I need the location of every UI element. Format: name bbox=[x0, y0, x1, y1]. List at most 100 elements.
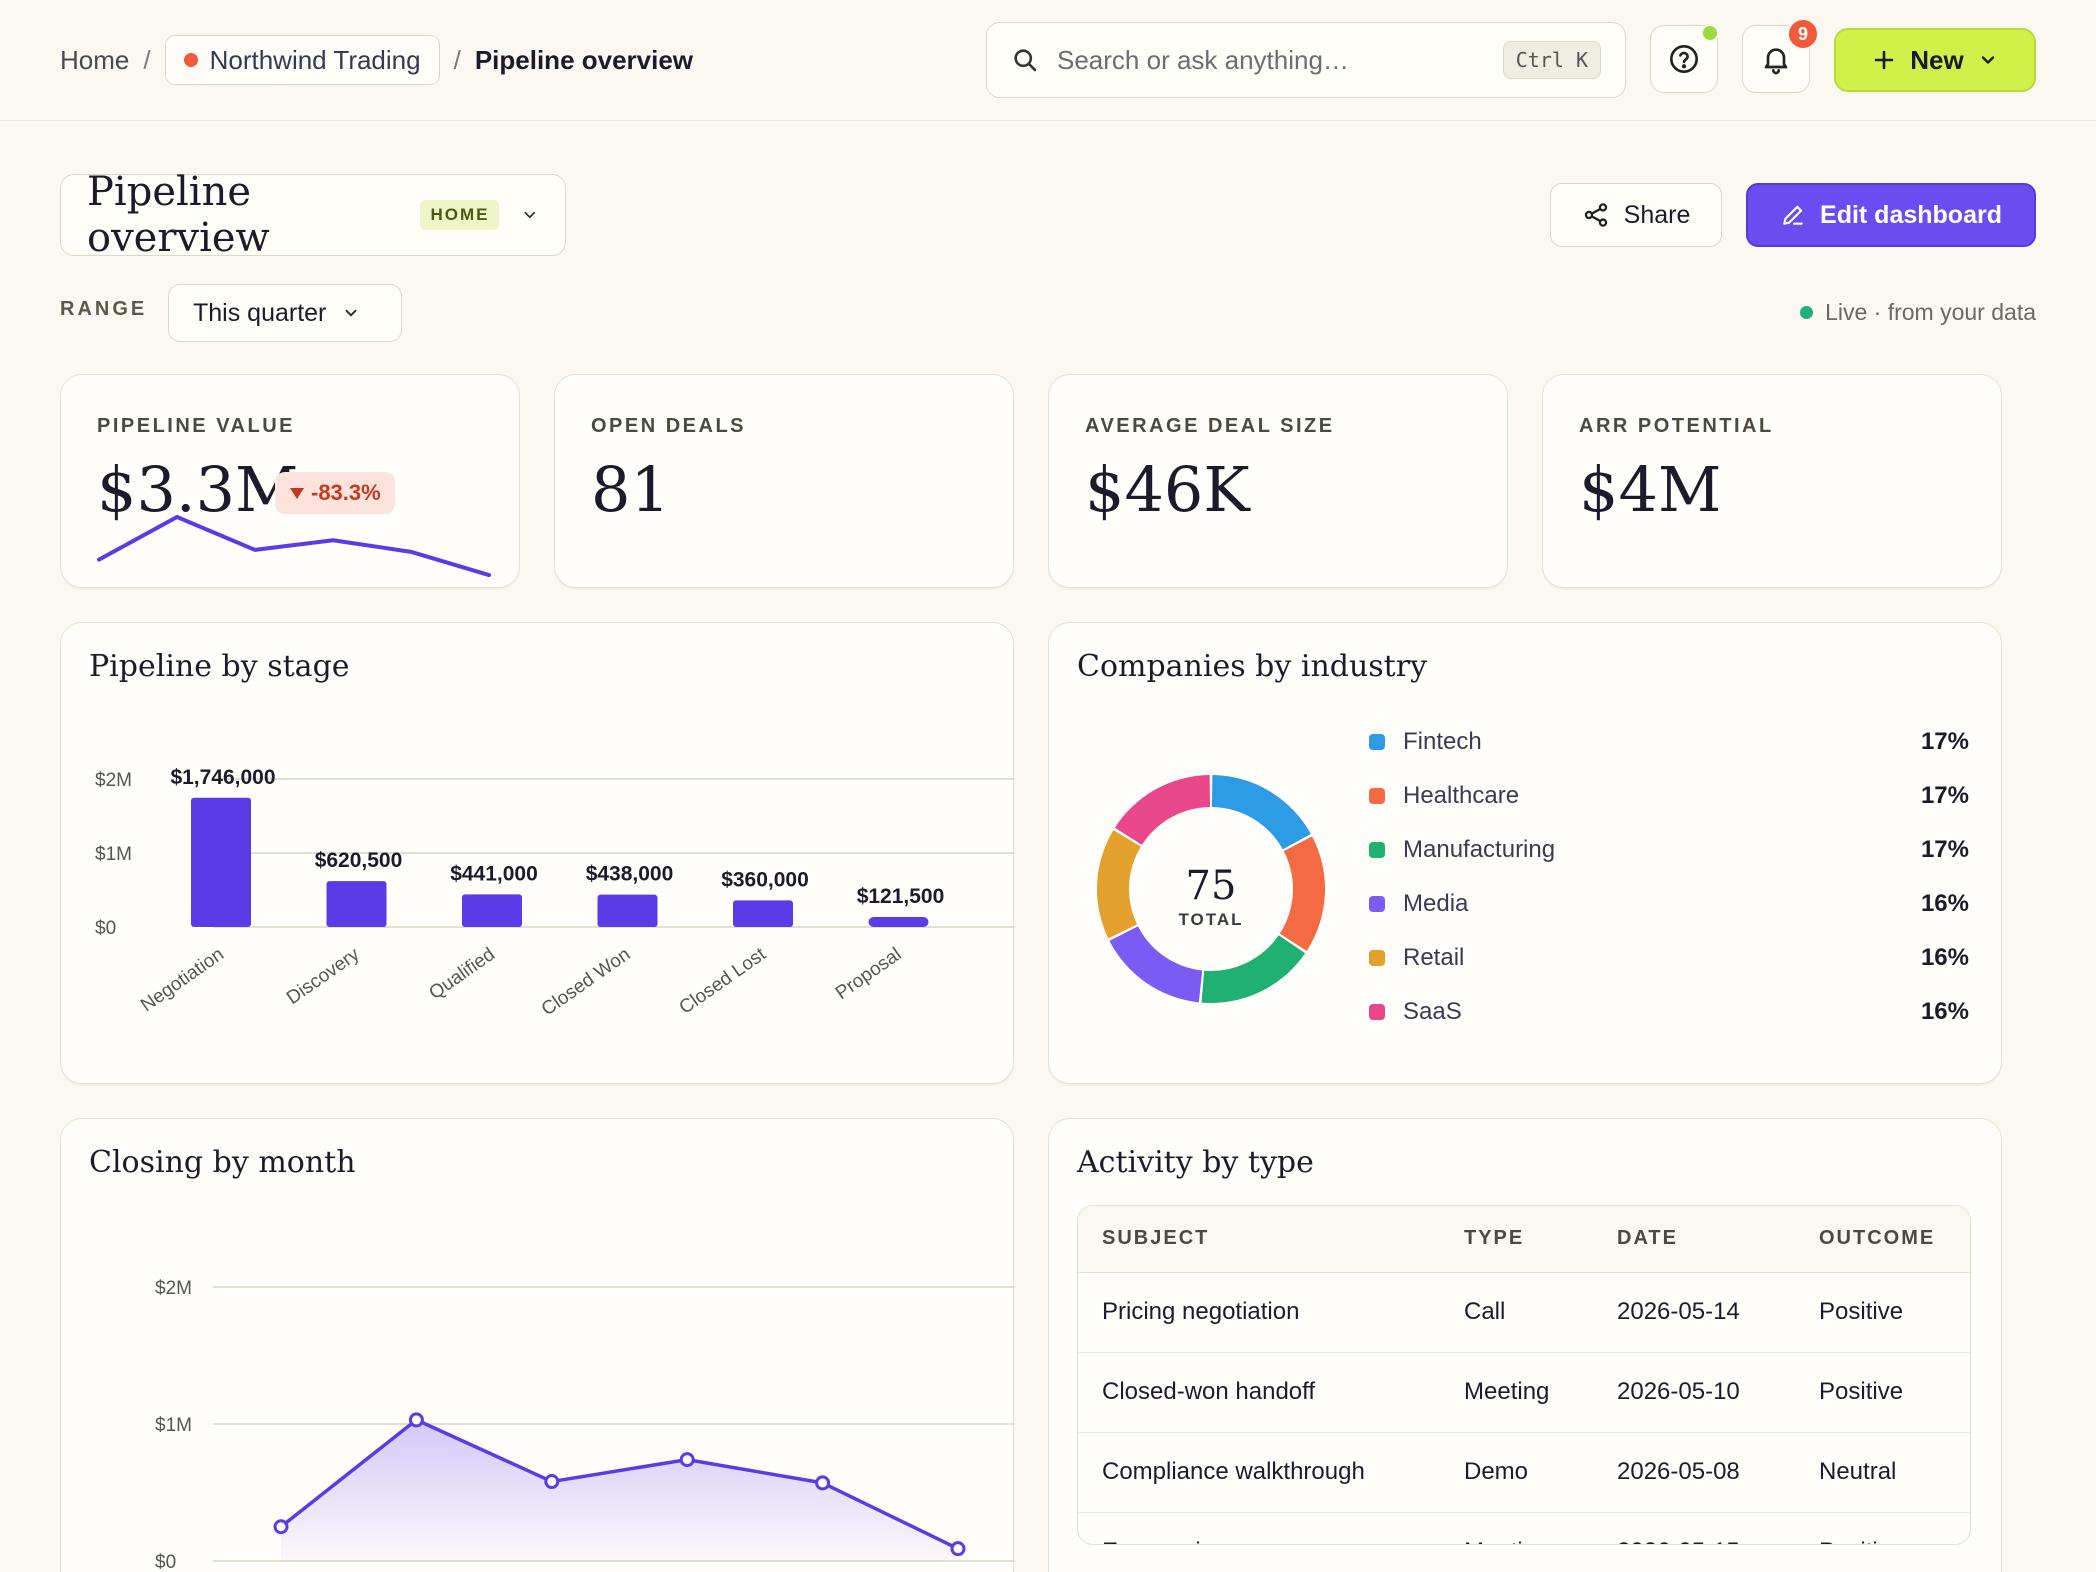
new-button[interactable]: New bbox=[1834, 28, 2036, 92]
table-row[interactable]: Pricing negotiation Call 2026-05-14 Positiv… bbox=[1078, 1272, 1970, 1353]
legend-label: Healthcare bbox=[1403, 782, 1520, 809]
kpi-card-pipeline-value[interactable]: PIPELINE VALUE $3.3M -83.3% bbox=[60, 374, 520, 588]
kpi-card-arr-potential[interactable]: ARR POTENTIAL $4M bbox=[1542, 374, 2002, 588]
breadcrumb-separator: / bbox=[143, 44, 151, 75]
legend-item[interactable]: Fintech 17% bbox=[1369, 715, 1969, 769]
column-header-type[interactable]: TYPE bbox=[1440, 1206, 1593, 1273]
data-point[interactable] bbox=[815, 1475, 831, 1491]
bar[interactable] bbox=[597, 894, 658, 927]
y-tick-label: $0 bbox=[155, 1552, 176, 1572]
legend-swatch bbox=[1369, 896, 1385, 912]
notification-count-badge: 9 bbox=[1787, 18, 1819, 50]
legend-item[interactable]: Manufacturing 17% bbox=[1369, 823, 1969, 877]
y-tick-label: $1M bbox=[155, 1415, 192, 1436]
donut-slice[interactable] bbox=[1109, 926, 1203, 1003]
column-header-outcome[interactable]: OUTCOME bbox=[1795, 1206, 1970, 1273]
breadcrumb-company[interactable]: Northwind Trading bbox=[164, 35, 440, 85]
data-point[interactable] bbox=[950, 1541, 966, 1557]
bar-value-label: $441,000 bbox=[450, 862, 538, 885]
bar-value-label: $620,500 bbox=[315, 849, 403, 872]
top-bar: Home / Northwind Trading / Pipeline over… bbox=[0, 0, 2096, 121]
table-cell: Neutral bbox=[1795, 1432, 1970, 1513]
breadcrumb-home[interactable]: Home bbox=[60, 44, 130, 75]
bar-value-label: $1,746,000 bbox=[170, 766, 275, 789]
bar-value-label: $360,000 bbox=[721, 868, 809, 891]
donut-slice[interactable] bbox=[1211, 775, 1311, 850]
card-title: Closing by month bbox=[89, 1145, 356, 1180]
new-button-label: New bbox=[1910, 44, 1964, 75]
legend-percent: 17% bbox=[1920, 782, 1969, 809]
legend-swatch bbox=[1369, 734, 1385, 750]
activity-table-container[interactable]: SUBJECT TYPE DATE OUTCOME Pricing negoti… bbox=[1077, 1205, 1971, 1545]
table-row[interactable]: Compliance walkthrough Demo 2026-05-08 Neut… bbox=[1078, 1432, 1970, 1513]
donut-slice[interactable] bbox=[1114, 775, 1211, 845]
legend-swatch bbox=[1369, 842, 1385, 858]
x-tick-label: Closed Won bbox=[538, 944, 635, 1020]
table-cell: 2026-05-14 bbox=[1593, 1272, 1795, 1353]
pipeline-sparkline bbox=[97, 515, 491, 578]
legend-percent: 16% bbox=[1920, 890, 1969, 917]
table-row[interactable]: Closed-won handoff Meeting 2026-05-10 Posit… bbox=[1078, 1352, 1970, 1433]
table-cell: 2026-05-08 bbox=[1593, 1432, 1795, 1513]
legend-item[interactable]: Healthcare 17% bbox=[1369, 769, 1969, 823]
legend-percent: 16% bbox=[1920, 944, 1969, 971]
kpi-card-open-deals[interactable]: OPEN DEALS 81 bbox=[554, 374, 1014, 588]
legend-item[interactable]: SaaS 16% bbox=[1369, 985, 1969, 1039]
bar[interactable] bbox=[868, 917, 929, 927]
legend-label: Retail bbox=[1403, 944, 1465, 971]
kpi-label: ARR POTENTIAL bbox=[1579, 415, 1774, 437]
table-cell: Meeting bbox=[1440, 1352, 1593, 1433]
table-cell: Pricing negotiation bbox=[1078, 1272, 1440, 1353]
bar[interactable] bbox=[733, 900, 793, 927]
pipeline-by-stage-card: Pipeline by stage $0 $1M $2M $1,746,000 Nego… bbox=[60, 622, 1015, 1084]
column-header-date[interactable]: DATE bbox=[1593, 1206, 1795, 1273]
bar[interactable] bbox=[191, 797, 251, 927]
legend-label: Media bbox=[1403, 890, 1469, 917]
sparkline-line bbox=[97, 515, 491, 578]
legend-label: Manufacturing bbox=[1403, 836, 1556, 863]
bar[interactable] bbox=[326, 881, 387, 927]
activity-table: SUBJECT TYPE DATE OUTCOME Pricing negoti… bbox=[1078, 1206, 1970, 1544]
pencil-icon bbox=[1783, 205, 1803, 225]
legend-item[interactable]: Media 16% bbox=[1369, 877, 1969, 931]
data-point[interactable] bbox=[544, 1474, 560, 1490]
card-title: Pipeline by stage bbox=[89, 649, 350, 684]
legend-label: SaaS bbox=[1403, 998, 1462, 1025]
bar-value-label: $121,500 bbox=[857, 885, 945, 908]
range-select[interactable]: This quarter bbox=[168, 284, 402, 342]
search-icon bbox=[1014, 49, 1037, 72]
y-tick-label: $2M bbox=[155, 1278, 192, 1299]
legend-label: Fintech bbox=[1403, 728, 1482, 755]
edit-dashboard-button[interactable]: Edit dashboard bbox=[1746, 183, 2036, 247]
help-button[interactable] bbox=[1650, 24, 1719, 93]
table-row[interactable]: Exec reviewMeeting2026-05-15Positive bbox=[1078, 1512, 1970, 1544]
series-line bbox=[279, 1418, 959, 1551]
notifications-button[interactable]: 9 bbox=[1742, 18, 1819, 93]
card-title: Activity by type bbox=[1077, 1145, 1314, 1180]
share-button[interactable]: Share bbox=[1550, 183, 1722, 247]
table-cell: Closed-won handoff bbox=[1078, 1352, 1440, 1433]
kpi-value: $4M bbox=[1579, 453, 1722, 526]
chevron-down-icon bbox=[1981, 56, 1994, 64]
data-point[interactable] bbox=[679, 1452, 695, 1468]
data-point[interactable] bbox=[273, 1519, 289, 1535]
dashboard-selector[interactable]: Pipeline overview HOME bbox=[60, 169, 566, 261]
data-point[interactable] bbox=[408, 1412, 424, 1428]
column-header-subject[interactable]: SUBJECT bbox=[1078, 1206, 1440, 1273]
search-input[interactable]: Search or ask anything… Ctrl K bbox=[986, 22, 1626, 98]
donut-slice[interactable] bbox=[1279, 836, 1325, 952]
legend-item[interactable]: Retail 16% bbox=[1369, 931, 1969, 985]
legend-percent: 17% bbox=[1920, 728, 1969, 755]
area-fill bbox=[281, 1419, 958, 1561]
page-title: Pipeline overview bbox=[87, 169, 270, 261]
donut-slice[interactable] bbox=[1201, 935, 1306, 1003]
closing-by-month-card: Closing by month $0$1M$2MJul 2026Aug 202… bbox=[60, 1118, 1015, 1572]
chevron-down-icon bbox=[345, 309, 357, 317]
home-tag: HOME bbox=[420, 200, 500, 230]
activity-by-type-card: Activity by type SUBJECT TYPE DATE OUTCO… bbox=[1048, 1118, 2002, 1572]
table-cell: Meeting bbox=[1440, 1512, 1593, 1544]
live-status: Live · from your data bbox=[1800, 299, 2036, 326]
kpi-card-average-deal-size[interactable]: AVERAGE DEAL SIZE $46K bbox=[1048, 374, 1508, 588]
donut-slice[interactable] bbox=[1097, 830, 1141, 939]
bar[interactable] bbox=[462, 894, 522, 927]
